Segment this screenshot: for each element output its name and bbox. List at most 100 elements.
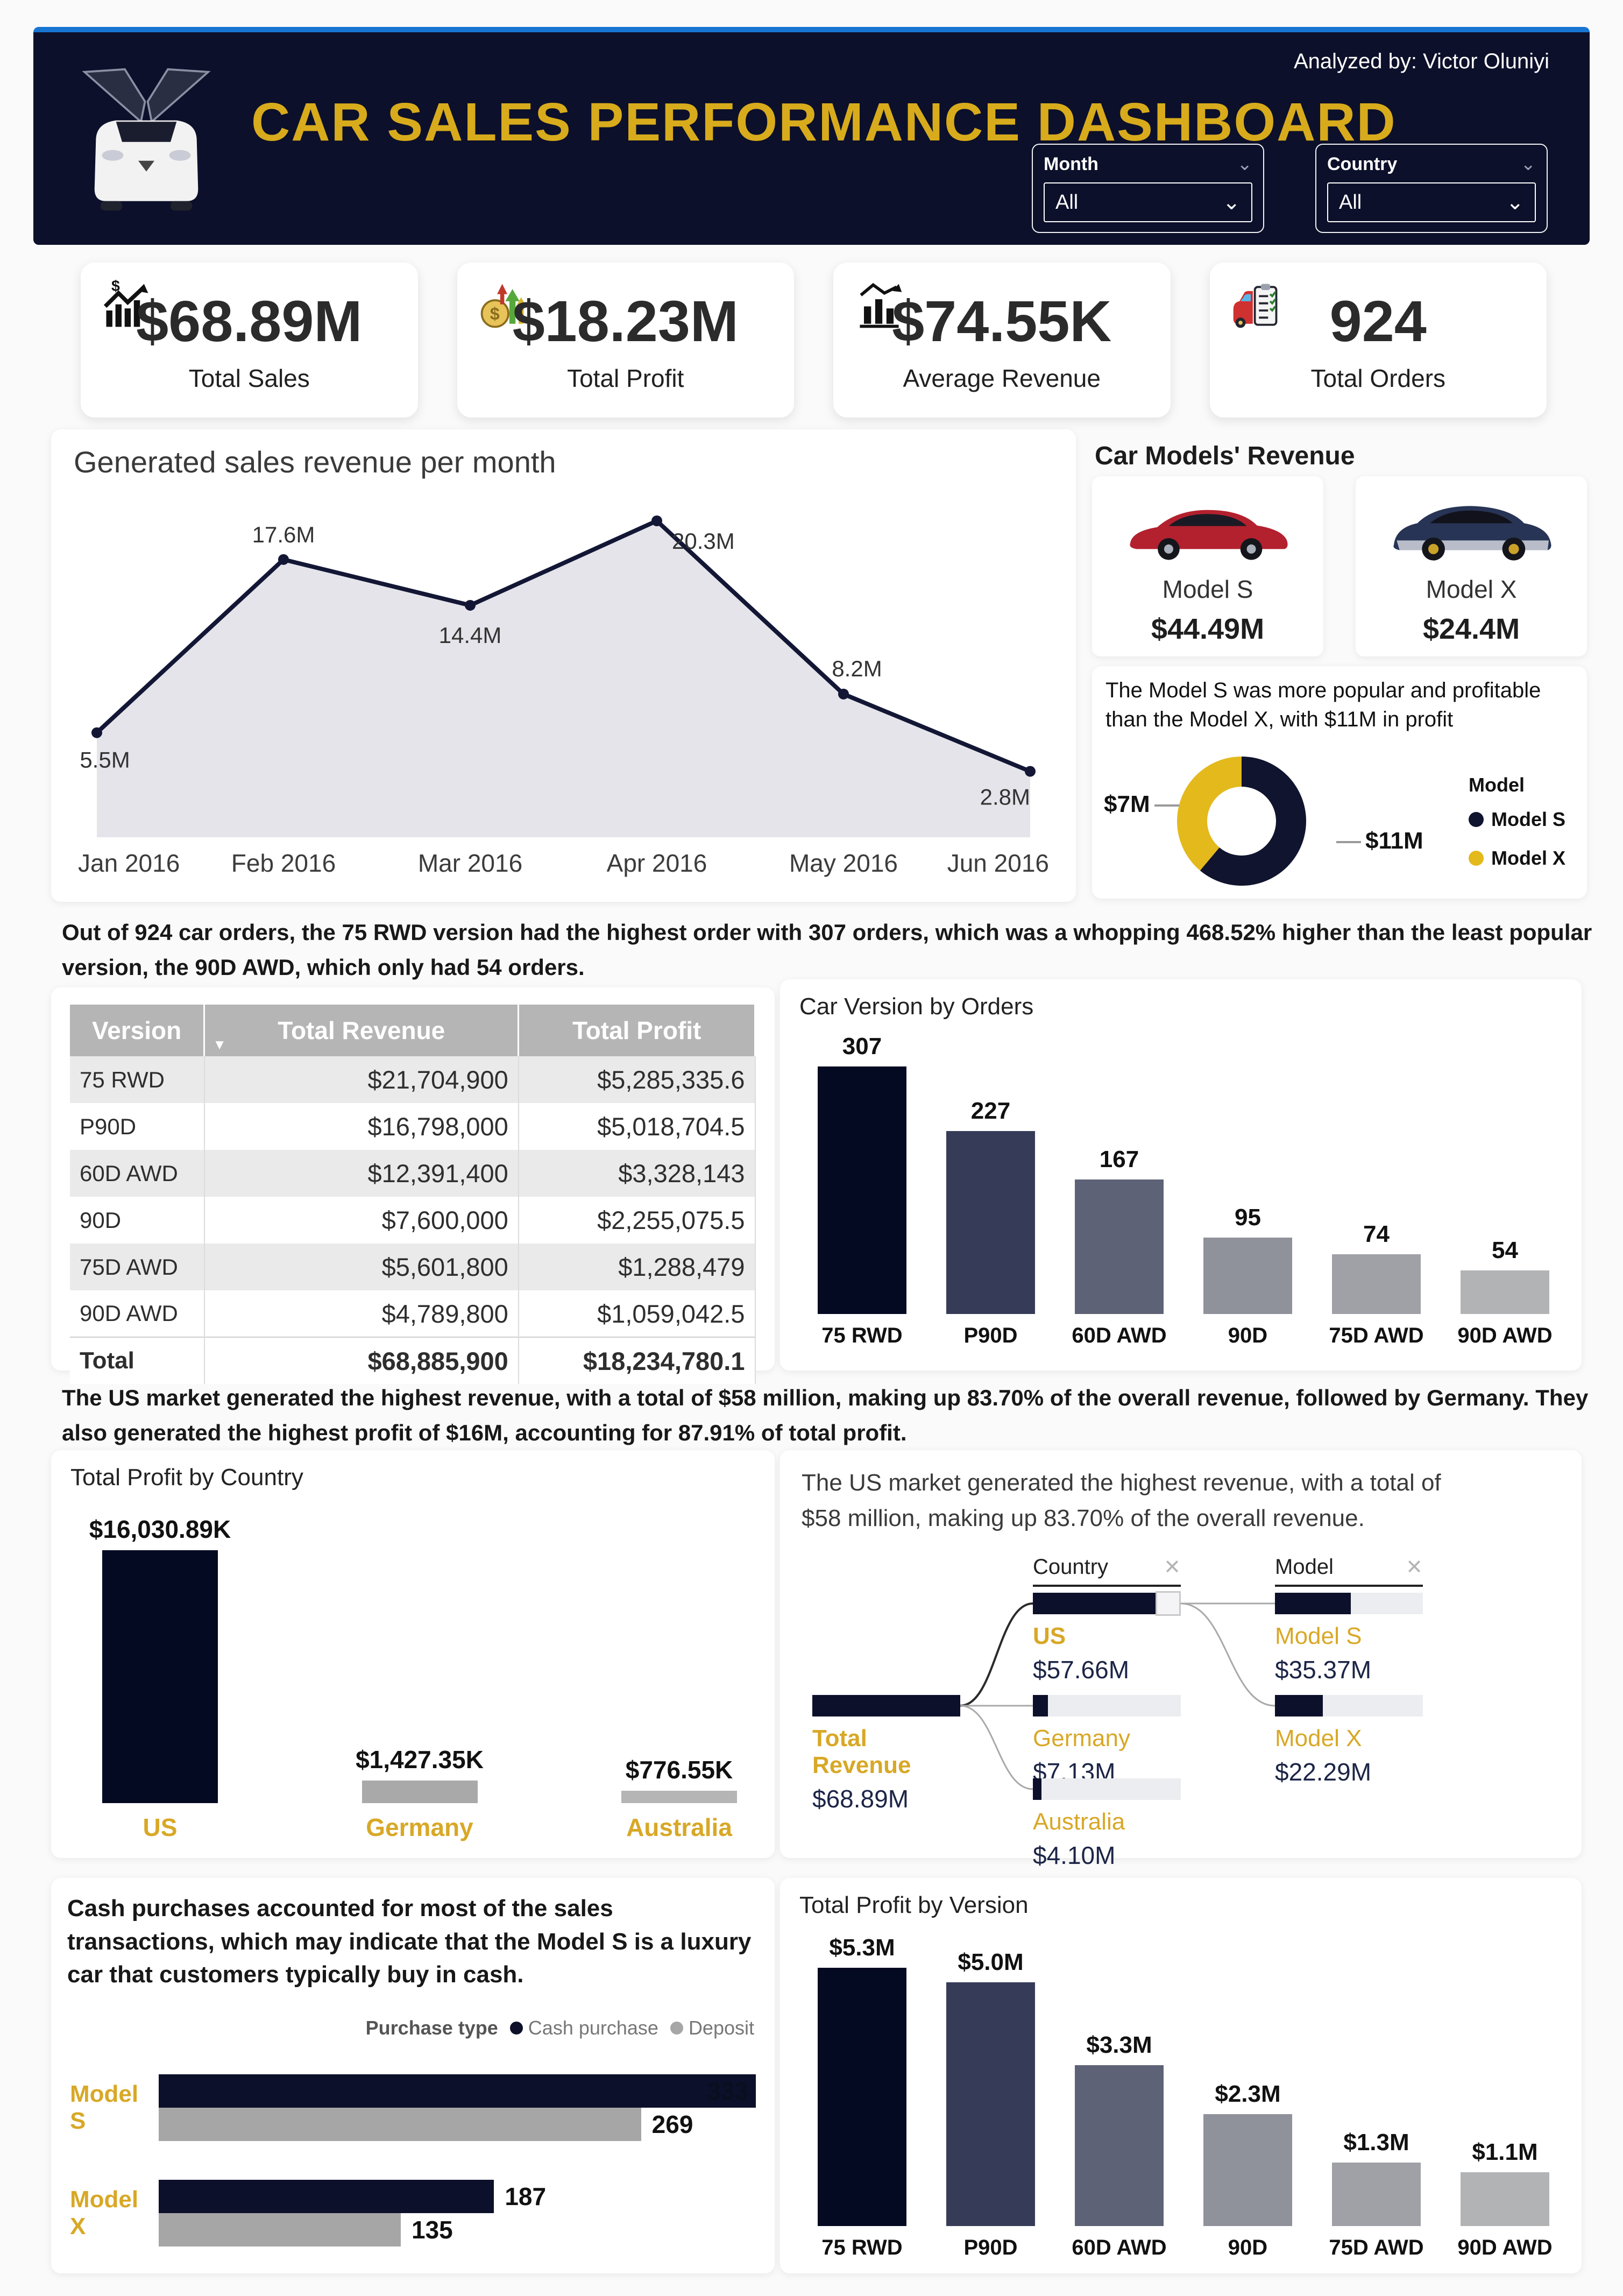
bar-90d[interactable]	[1203, 2114, 1292, 2226]
chevron-down-icon[interactable]: ⌄	[1237, 154, 1253, 174]
table-row[interactable]: 90D $7,600,000 $2,255,075.5	[70, 1197, 756, 1244]
svg-text:2.8M: 2.8M	[980, 785, 1030, 810]
model-profit-donut[interactable]	[1177, 757, 1306, 886]
tree-node-total-revenue[interactable]: Total Revenue $68.89M	[812, 1695, 960, 1813]
cash-dot-icon	[509, 2022, 523, 2034]
bar-model-s-cash[interactable]: 333	[159, 2074, 756, 2108]
bar-75d-awd[interactable]	[1332, 2163, 1421, 2226]
bar-model-x-cash[interactable]	[159, 2180, 494, 2213]
chart-title: Generated sales revenue per month	[74, 445, 556, 479]
svg-text:$: $	[111, 280, 120, 295]
bar-75-rwd[interactable]	[818, 1066, 906, 1314]
model-name: Model X	[1426, 575, 1517, 603]
model-x-image	[1393, 506, 1551, 561]
category-label: Model X	[70, 2186, 139, 2240]
model-s-image	[1130, 510, 1288, 560]
dashboard-header: CAR SALES PERFORMANCE DASHBOARD Analyzed…	[33, 27, 1590, 245]
month-slicer-value: All	[1055, 190, 1079, 214]
legend-item-model-s[interactable]: Model S	[1469, 808, 1565, 831]
version-profit-bar-chart: $5.3M 75 RWD $5.0M P90D $3.3M 60D AWD $2.3M…	[818, 1934, 1553, 2262]
chevron-down-icon[interactable]: ⌄	[1520, 154, 1536, 174]
column-header-total-profit[interactable]: Total Profit	[518, 1005, 756, 1056]
close-icon[interactable]: ✕	[1406, 1556, 1423, 1579]
total-profit-by-country-panel: Total Profit by Country $16,030.89K US $1…	[51, 1450, 775, 1858]
svg-text:17.6M: 17.6M	[252, 522, 315, 547]
bar-p90d[interactable]	[946, 1131, 1035, 1314]
purchase-type-panel: Cash purchases accounted for most of the…	[51, 1878, 775, 2273]
area-chart-plot[interactable]: 5.5M 17.6M 14.4M 20.3M 8.2M 2.8M Jan 2016 Feb 2…	[73, 489, 1054, 881]
table-row[interactable]: 60D AWD $12,391,400 $3,328,143	[70, 1150, 756, 1197]
car-orders-icon	[1233, 284, 1277, 328]
model-s-group: Model S 333 269	[70, 2074, 756, 2141]
tree-node-australia[interactable]: Australia $4.10M	[1033, 1778, 1181, 1870]
legend-item-model-x[interactable]: Model X	[1469, 847, 1565, 870]
bar-60d-awd[interactable]	[1075, 2065, 1164, 2226]
svg-text:Jun 2016: Jun 2016	[947, 849, 1049, 877]
table-header-row[interactable]: Version Total Revenue ▼ Total Profit	[70, 1005, 756, 1056]
page-title: CAR SALES PERFORMANCE DASHBOARD	[251, 92, 1397, 152]
bar-75d-awd[interactable]	[1332, 1254, 1421, 1314]
total-profit-by-version-panel: Total Profit by Version $5.3M 75 RWD $5.0…	[780, 1878, 1582, 2273]
legend-item-deposit[interactable]: Deposit	[670, 2017, 754, 2039]
tree-level-country: Country ✕	[1033, 1555, 1181, 1587]
kpi-value: 924	[1329, 288, 1427, 354]
model-revenue: $24.4M	[1422, 613, 1520, 645]
table-row[interactable]: 75D AWD $5,601,800 $1,288,479	[70, 1244, 756, 1290]
table-row[interactable]: 75 RWD $21,704,900 $5,285,335.6	[70, 1056, 756, 1103]
kpi-average-revenue: $74.55K Average Revenue	[833, 263, 1171, 418]
filter-slicers: Month ⌄ All ⌄ Country ⌄ All ⌄	[1032, 144, 1548, 233]
model-profit-donut-panel: The Model S was more popular and profita…	[1092, 666, 1587, 899]
tree-node-germany[interactable]: Germany $7.13M	[1033, 1695, 1181, 1786]
model-x-card[interactable]: Model X $24.4M	[1356, 476, 1587, 656]
decomposition-intro-text: The US market generated the highest reve…	[802, 1470, 1441, 1531]
deposit-dot-icon	[670, 2022, 683, 2034]
model-s-card[interactable]: Model S $44.49M	[1092, 476, 1323, 656]
table-row[interactable]: P90D $16,798,000 $5,018,704.5	[70, 1103, 756, 1150]
chart-title: Total Profit by Country	[70, 1464, 303, 1490]
version-revenue-table[interactable]: Version Total Revenue ▼ Total Profit 75 R…	[70, 1005, 756, 1384]
kpi-total-profit: $ $18.23M Total Profit	[457, 263, 794, 418]
purchase-type-legend: Purchase type Cash purchase Deposit	[366, 2017, 754, 2039]
model-x-dot-icon	[1469, 851, 1484, 866]
kpi-value: $68.89M	[136, 288, 363, 354]
model-x-profit-callout: $7M	[1104, 791, 1183, 818]
chart-title: Total Profit by Version	[799, 1892, 1029, 1918]
tree-node-us[interactable]: US $57.66M	[1033, 1591, 1181, 1684]
month-slicer-dropdown[interactable]: All ⌄	[1044, 182, 1252, 222]
bar-60d-awd[interactable]	[1075, 1179, 1164, 1314]
column-header-version[interactable]: Version	[70, 1005, 205, 1056]
bar-90d-awd[interactable]	[1461, 2172, 1549, 2226]
country-slicer-dropdown[interactable]: All ⌄	[1327, 182, 1536, 222]
car-models-revenue-title: Car Models' Revenue	[1095, 442, 1355, 470]
legend-item-cash[interactable]: Cash purchase	[509, 2017, 658, 2039]
bar-90d[interactable]	[1203, 1238, 1292, 1314]
bar-90d-awd[interactable]	[1461, 1270, 1549, 1314]
model-x-group: Model X 187 135	[70, 2180, 756, 2246]
table-row[interactable]: 90D AWD $4,789,800 $1,059,042.5	[70, 1290, 756, 1337]
bar-germany[interactable]	[362, 1781, 478, 1803]
model-s-dot-icon	[1469, 812, 1484, 827]
kpi-total-sales: $ $68.89M Total Sales	[81, 263, 418, 418]
bar-75-rwd[interactable]	[818, 1968, 906, 2226]
profit-coins-icon: $	[480, 284, 527, 328]
svg-text:Jan 2016: Jan 2016	[78, 849, 180, 877]
revenue-chart-icon	[860, 282, 902, 328]
svg-text:Mar 2016: Mar 2016	[418, 849, 522, 877]
kpi-label: Total Profit	[567, 364, 684, 392]
bar-model-s-deposit[interactable]	[159, 2108, 641, 2141]
country-slicer: Country ⌄ All ⌄	[1315, 144, 1548, 233]
bar-us[interactable]	[102, 1550, 218, 1803]
tree-node-model-s[interactable]: Model S $35.37M	[1275, 1593, 1423, 1684]
revenue-per-month-chart[interactable]: Generated sales revenue per month 5.5M 17…	[51, 429, 1076, 902]
bar-p90d[interactable]	[946, 1982, 1035, 2226]
chevron-down-icon: ⌄	[1222, 190, 1241, 214]
bar-australia[interactable]	[621, 1791, 737, 1803]
category-label: Model S	[70, 2081, 139, 2134]
close-icon[interactable]: ✕	[1164, 1556, 1181, 1579]
bar-model-x-deposit[interactable]	[159, 2213, 401, 2246]
tree-node-model-x[interactable]: Model X $22.29M	[1275, 1695, 1423, 1786]
table-total-row: Total $68,885,900 $18,234,780.1	[70, 1337, 756, 1384]
svg-text:20.3M: 20.3M	[672, 528, 735, 554]
column-header-total-revenue[interactable]: Total Revenue ▼	[204, 1005, 520, 1056]
svg-text:8.2M: 8.2M	[832, 656, 882, 681]
